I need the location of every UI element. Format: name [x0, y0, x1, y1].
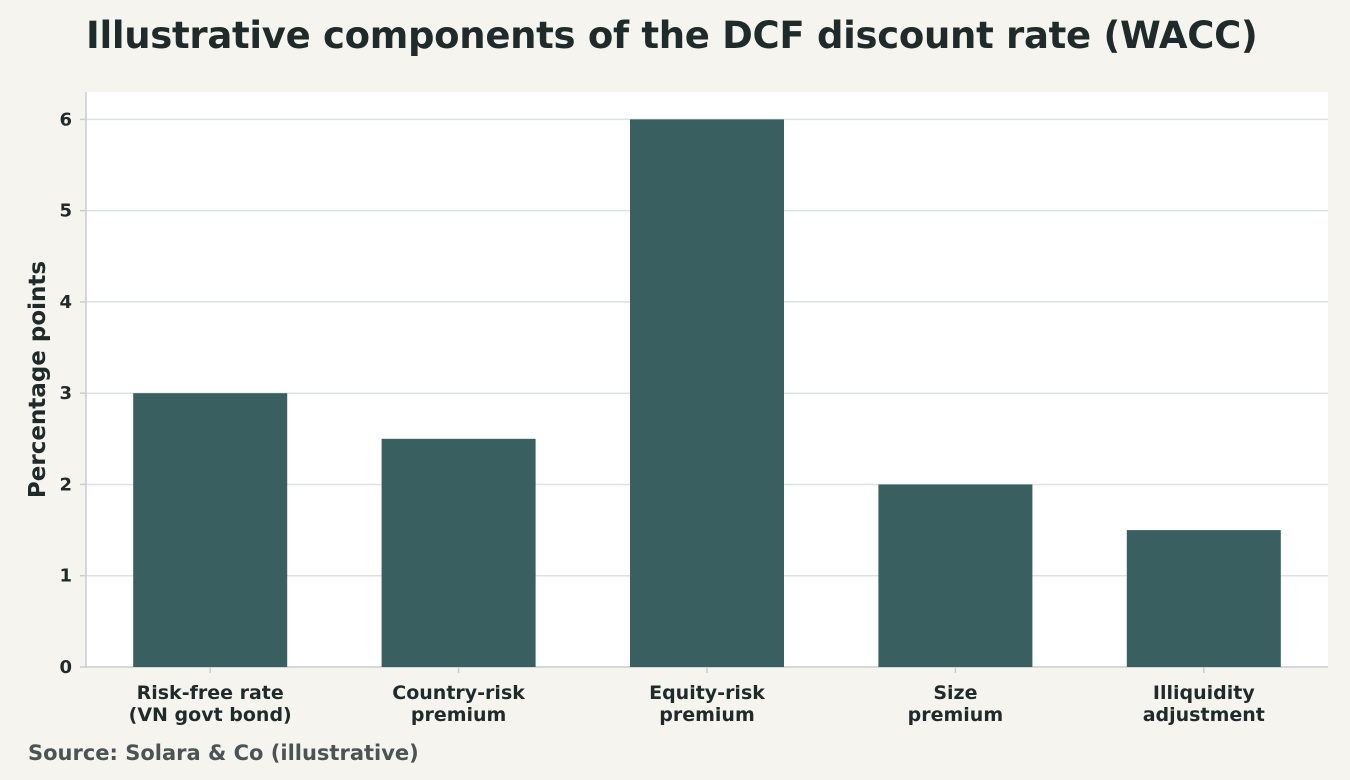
y-tick-label: 4	[59, 292, 72, 313]
x-tick-label: Size	[933, 682, 977, 704]
y-tick-label: 2	[59, 474, 72, 495]
y-tick-label: 1	[59, 566, 72, 587]
bar	[629, 119, 785, 667]
x-tick-label: premium	[908, 704, 1004, 726]
x-tick-label: Equity-risk	[649, 682, 765, 704]
x-tick-label: Country-risk	[392, 682, 525, 704]
x-tick-label: adjustment	[1143, 704, 1265, 726]
bar	[381, 438, 536, 667]
x-tick-label: (VN govt bond)	[129, 704, 292, 726]
y-tick-label: 5	[59, 201, 72, 222]
y-tick-label: 6	[59, 109, 72, 130]
y-tick-label: 0	[59, 657, 72, 678]
x-tick-label: premium	[659, 704, 755, 726]
y-axis-title: Percentage points	[25, 261, 51, 498]
source-note: Source: Solara & Co (illustrative)	[28, 741, 419, 765]
y-tick-label: 3	[59, 383, 72, 404]
chart-title: Illustrative components of the DCF disco…	[86, 14, 1258, 57]
x-tick-label: premium	[411, 704, 507, 726]
bar	[1126, 530, 1281, 667]
bar	[878, 484, 1033, 667]
x-tick-label: Illiquidity	[1153, 682, 1255, 704]
x-tick-label: Risk-free rate	[137, 682, 284, 704]
bar	[133, 393, 288, 667]
